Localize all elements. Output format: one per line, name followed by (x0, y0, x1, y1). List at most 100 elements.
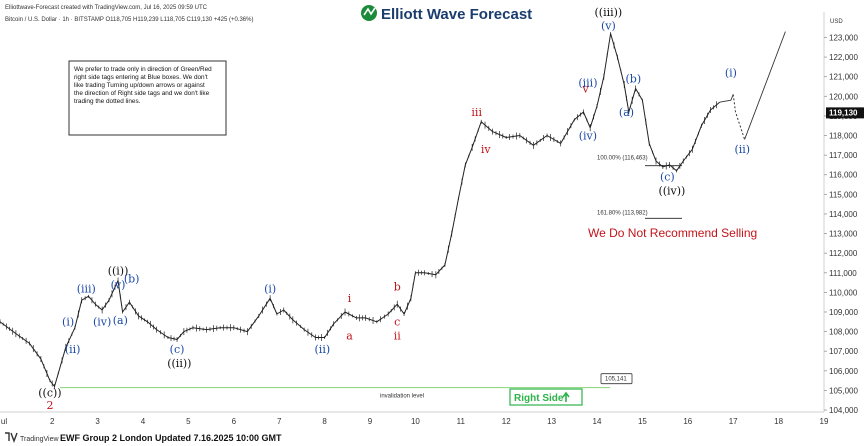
invalidation-group: invalidation level 105,141 (60, 373, 633, 400)
y-tick-label: 122,000 (829, 53, 858, 62)
y-tick-label: 109,000 (829, 308, 858, 317)
invalidation-label: invalidation level (380, 394, 424, 400)
y-tick-label: 111,000 (829, 269, 857, 278)
wave-label: (b) (626, 73, 642, 86)
note-box (68, 60, 227, 136)
created-line: Elliottwave-Forecast created with Tradin… (5, 5, 208, 11)
wave-labels: ((c))2(i)(ii)(iii)(iv)((i))(v)(b)(a)(c)(… (38, 6, 750, 412)
wave-label: (i) (725, 67, 737, 80)
tradingview-brand: TradingView (20, 436, 59, 443)
y-tick-label: 120,000 (829, 92, 858, 101)
wave-label: ((iii)) (594, 6, 622, 19)
y-tick-label: 105,000 (829, 386, 858, 395)
note-line: trading the dotted lines. (74, 98, 141, 105)
wave-label: (a) (619, 106, 634, 119)
price-line (0, 33, 720, 387)
wave-label: (v) (601, 20, 616, 33)
wave-label: ii (394, 329, 402, 342)
y-tick-label: 110,000 (829, 288, 858, 297)
x-tick-label: 10 (411, 417, 420, 426)
wave-label: v (582, 82, 590, 95)
y-tick-label: 108,000 (829, 328, 858, 337)
projection-dotted-line (732, 94, 746, 140)
y-tick-label: 112,000 (829, 249, 858, 258)
wave-label: i (348, 292, 352, 305)
y-tick-label: 123,000 (829, 33, 858, 42)
y-tick-label: 115,000 (829, 190, 858, 199)
x-tick-label: 5 (186, 417, 191, 426)
wave-label: ((iv)) (658, 184, 685, 197)
price-series (0, 31, 786, 390)
fib-161-label: 161.80% (113,982) (597, 210, 648, 216)
price-tag: 119,130 (826, 107, 864, 119)
wave-label: (c) (660, 171, 675, 184)
projection-line (719, 94, 734, 103)
x-tick-label: 3 (95, 417, 100, 426)
note-line: like trading Turning up/down arrows or a… (74, 82, 205, 89)
note-line: We prefer to trade only in direction of … (74, 66, 212, 73)
wave-label: (ii) (65, 343, 81, 356)
x-tick-label: 6 (232, 417, 237, 426)
y-tick-label: 113,000 (829, 230, 858, 239)
price-tag-value: 119,130 (829, 108, 858, 117)
y-tick-label: 117,000 (829, 151, 858, 160)
tradingview-icon (5, 432, 18, 443)
y-tick-label: 106,000 (829, 367, 858, 376)
wave-label: iv (481, 143, 492, 156)
up-arrow-icon (562, 391, 570, 402)
currency-label: USD (830, 19, 843, 25)
projection-line (744, 31, 786, 140)
right-side-box (509, 388, 583, 406)
trading-note: We prefer to trade only in direction of … (68, 60, 227, 136)
x-tick-label: 4 (141, 417, 146, 426)
x-tick-label: 7 (277, 417, 282, 426)
wave-label: (i) (264, 282, 276, 295)
x-tick-label: 9 (368, 417, 373, 426)
y-axis: 104,000 105,000 106,000 107,000 108,000 109,0… (824, 33, 858, 415)
invalidation-value-box (600, 373, 633, 385)
fib-group: 100.00% (116,463) 161.80% (113,982) (597, 156, 682, 219)
x-tick-label: 15 (638, 417, 647, 426)
warning-text: We Do Not Recommend Selling (588, 226, 757, 240)
logo-icon (361, 5, 377, 21)
x-tick-label: ul (1, 417, 7, 426)
footer-text: EWF Group 2 London Updated 7.16.2025 10:… (60, 433, 282, 443)
y-tick-label: 116,000 (829, 171, 858, 180)
x-tick-label: 2 (50, 417, 55, 426)
price-tag-box (826, 107, 864, 119)
wave-label: (iv) (93, 316, 111, 329)
wave-label: b (394, 280, 401, 293)
symbol-line: Bitcoin / U.S. Dollar · 1h · BITSTAMP O1… (5, 17, 253, 23)
y-tick-label: 104,000 (829, 406, 858, 415)
wave-label: ((c)) (38, 386, 61, 399)
invalidation-value: 105,141 (605, 377, 627, 383)
x-tick-label: 12 (502, 417, 511, 426)
wave-label: (ii) (734, 143, 750, 156)
y-tick-label: 114,000 (829, 210, 858, 219)
wave-label: (ii) (315, 343, 331, 356)
wave-label: a (346, 329, 353, 342)
wave-label: (v) (111, 278, 126, 291)
x-tick-label: 8 (322, 417, 327, 426)
wave-label: (iv) (579, 129, 597, 142)
right-side-badge: Right Side (509, 388, 583, 406)
y-tick-label: 118,000 (829, 132, 858, 141)
wave-label: (i) (62, 316, 74, 329)
wave-label: c (394, 316, 400, 329)
wave-label: (c) (170, 343, 185, 356)
x-tick-label: 11 (457, 417, 466, 426)
wave-label: iii (471, 106, 482, 119)
fib-100-label: 100.00% (116,463) (597, 156, 648, 162)
wave-label: (a) (113, 314, 128, 327)
right-side-label: Right Side (514, 393, 564, 404)
logo-text: Elliott Wave Forecast (381, 6, 532, 23)
y-tick-label: 107,000 (829, 347, 858, 356)
wave-label: (iii) (77, 282, 96, 295)
wave-label: ((ii)) (167, 357, 191, 370)
note-line: the direction of Right side tags and we … (74, 90, 210, 97)
footer: TradingView EWF Group 2 London Updated 7… (5, 432, 282, 443)
x-tick-label: 16 (683, 417, 692, 426)
x-tick-label: 19 (820, 417, 829, 426)
